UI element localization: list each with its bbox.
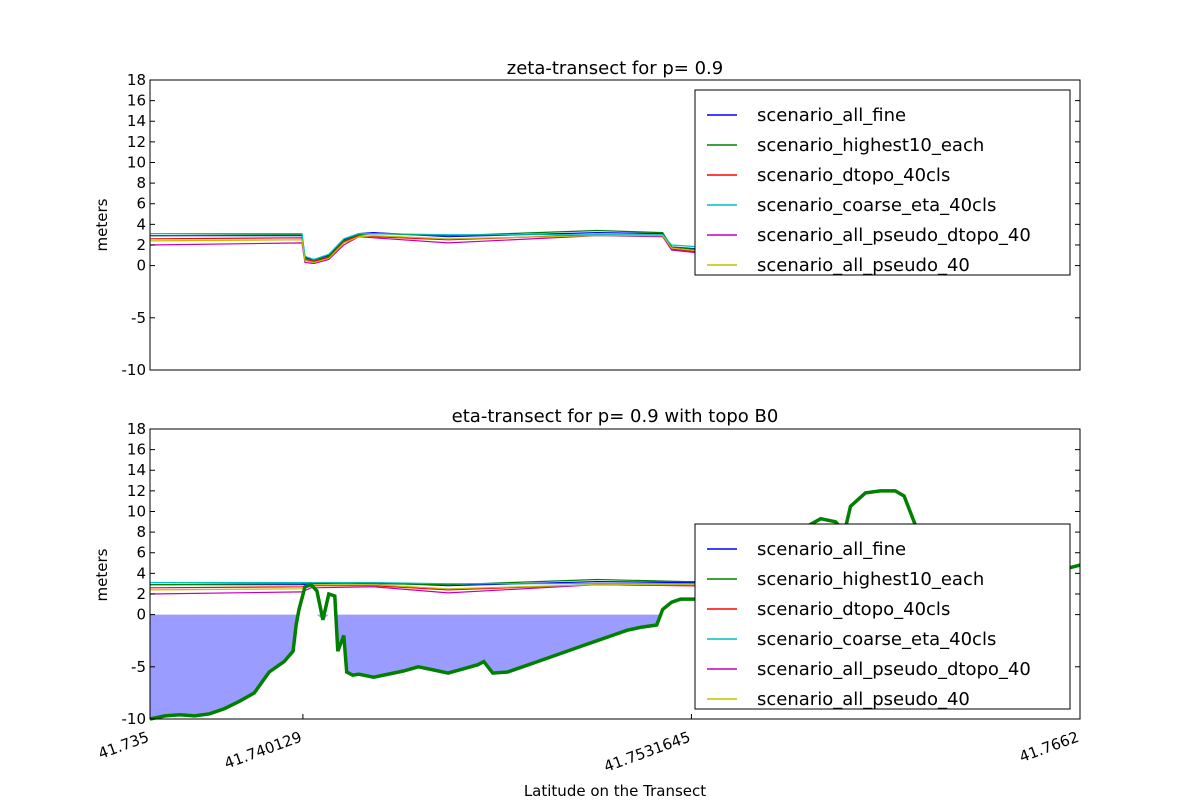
zeta-ytick-label: 0 [136,257,146,275]
eta-y-axis-label: meters [93,548,111,601]
eta-xtick-label: 41.735 [96,728,151,763]
zeta-ytick-label: 2 [136,236,146,254]
eta-ytick-label: 4 [136,564,146,582]
eta-y-ticks: -10 -5 0 2 4 6 8 10 12 14 16 18 [122,420,1080,728]
eta-ytick-label: -5 [131,658,146,676]
eta-transect-panel: eta-transect for p= 0.9 with topo B0 -10… [93,406,1081,800]
zeta-ytick-label: 12 [127,133,146,151]
eta-legend-label: scenario_all_pseudo_40 [757,689,970,710]
eta-x-axis-label: Latitude on the Transect [524,782,706,800]
zeta-legend-label: scenario_all_pseudo_dtopo_40 [757,225,1031,246]
eta-legend-label: scenario_dtopo_40cls [757,599,950,620]
eta-plot-frame [149,428,1081,720]
eta-ytick-label: 8 [136,523,146,541]
eta-ytick-label: 2 [136,585,146,603]
eta-xtick-label: 41.7531645 [601,728,692,776]
eta-legend: scenario_all_fine scenario_highest10_each… [694,523,1071,710]
zeta-ytick-label: 14 [127,112,146,130]
eta-legend-label: scenario_coarse_eta_40cls [757,629,996,650]
eta-ytick-label: 12 [127,482,146,500]
zeta-legend-frame [694,89,1071,276]
zeta-ytick-label: 18 [127,71,146,89]
zeta-legend: scenario_all_fine scenario_highest10_each… [694,89,1071,276]
eta-ytick-label: -10 [122,710,147,728]
zeta-ytick-label: 10 [127,153,146,171]
eta-series-scenario_coarse_eta_40cls [150,582,732,585]
eta-ytick-label: 6 [136,544,146,562]
zeta-chart-title: zeta-transect for p= 0.9 [507,58,723,79]
eta-legend-label: scenario_all_fine [757,539,906,560]
eta-xtick-label: 41.740129 [222,728,304,773]
zeta-ytick-label: 6 [136,195,146,213]
zeta-legend-label: scenario_highest10_each [757,135,984,156]
zeta-plot-frame [149,79,1081,371]
eta-legend-frame [694,523,1071,710]
eta-series-scenario_highest10_each [149,578,732,586]
zeta-legend-label: scenario_all_fine [757,105,906,126]
zeta-ytick-label: -5 [131,309,146,327]
zeta-legend-label: scenario_coarse_eta_40cls [757,195,996,216]
eta-chart-title: eta-transect for p= 0.9 with topo B0 [452,406,779,427]
zeta-y-ticks: -10 -5 0 2 4 6 8 10 12 14 16 18 [122,71,1080,379]
zeta-ytick-label: 16 [127,92,146,110]
zeta-y-axis-label: meters [93,198,111,251]
zeta-ytick-label: 4 [136,215,146,233]
eta-x-ticks: 41.735 41.740129 41.7531645 41.7662 [96,714,1081,776]
eta-ytick-label: 18 [127,420,146,438]
eta-xtick-label: 41.7662 [1017,728,1081,766]
zeta-legend-label: scenario_dtopo_40cls [757,165,950,186]
eta-ytick-label: 14 [127,461,146,479]
zeta-transect-panel: zeta-transect for p= 0.9 -10 -5 0 2 4 6 8 10 12 1… [93,58,1081,379]
eta-legend-label: scenario_all_pseudo_dtopo_40 [757,659,1031,680]
zeta-legend-label: scenario_all_pseudo_40 [757,255,970,276]
zeta-ytick-label: 8 [136,174,146,192]
zeta-ytick-label: -10 [122,361,147,379]
eta-ytick-label: 0 [136,606,146,624]
eta-ytick-label: 16 [127,441,146,459]
eta-series-group [149,578,732,595]
eta-legend-label: scenario_highest10_each [757,569,984,590]
eta-ytick-label: 10 [127,502,146,520]
